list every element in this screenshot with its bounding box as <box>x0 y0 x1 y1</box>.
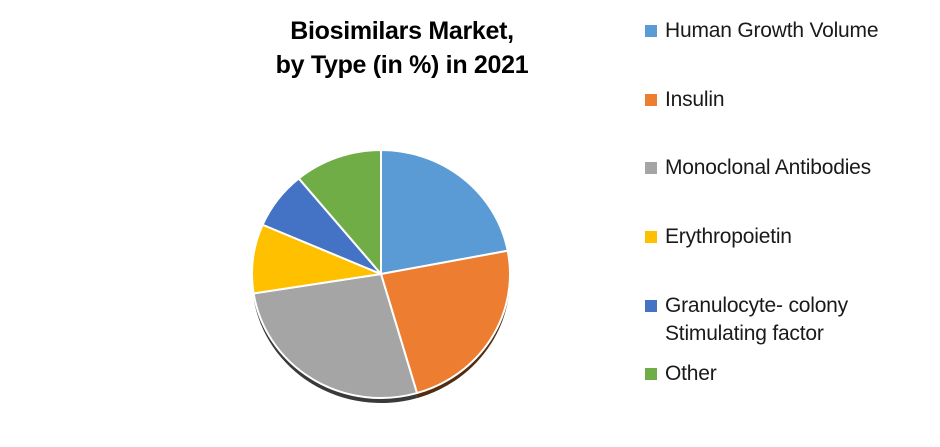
legend-item-other: Other <box>645 360 717 388</box>
legend-swatch-other <box>645 368 657 380</box>
legend-label: Other <box>665 362 717 385</box>
chart-title: Biosimilars Market, by Type (in %) in 20… <box>202 14 602 82</box>
pie-slice-other <box>297 149 382 275</box>
legend-item-insulin: Insulin <box>645 86 725 114</box>
legend-swatch-granulocyte-colony-stimulating-factor <box>645 300 657 312</box>
legend-swatch-monoclonal-antibodies <box>645 162 657 174</box>
legend-label-line2: Stimulating factor <box>665 322 824 345</box>
pie-slice-monoclonal-antibodies <box>252 273 418 400</box>
pie-chart <box>240 133 532 418</box>
legend-swatch-erythropoietin <box>645 231 657 243</box>
legend-swatch-human-growth-volume <box>645 25 657 37</box>
legend-label: Human Growth Volume <box>665 19 879 42</box>
legend-label-line1: Granulocyte- colony <box>665 294 848 317</box>
legend-item-human-growth-volume: Human Growth Volume <box>645 17 878 45</box>
chart-title-line1: Biosimilars Market, <box>290 17 514 45</box>
legend-item-erythropoietin: Erythropoietin <box>645 223 792 251</box>
legend-label: Erythropoietin <box>665 225 792 248</box>
pie-slice-insulin <box>380 249 511 395</box>
legend: Human Growth Volume Insulin Monoclonal A… <box>645 0 940 447</box>
legend-label: Monoclonal Antibodies <box>665 156 871 179</box>
pie-slices <box>251 149 511 400</box>
pie-slice-human-growth-volume <box>380 149 509 275</box>
pie-chart-svg <box>251 149 511 404</box>
legend-item-granulocyte-colony-stimulating-factor: Granulocyte- colony Stimulating factor <box>645 292 848 348</box>
legend-swatch-insulin <box>645 94 657 106</box>
legend-item-monoclonal-antibodies: Monoclonal Antibodies <box>645 154 871 182</box>
legend-label: Granulocyte- colony Stimulating factor <box>665 292 848 348</box>
chart-title-line2: by Type (in %) in 2021 <box>275 51 529 79</box>
legend-label: Insulin <box>665 88 725 111</box>
